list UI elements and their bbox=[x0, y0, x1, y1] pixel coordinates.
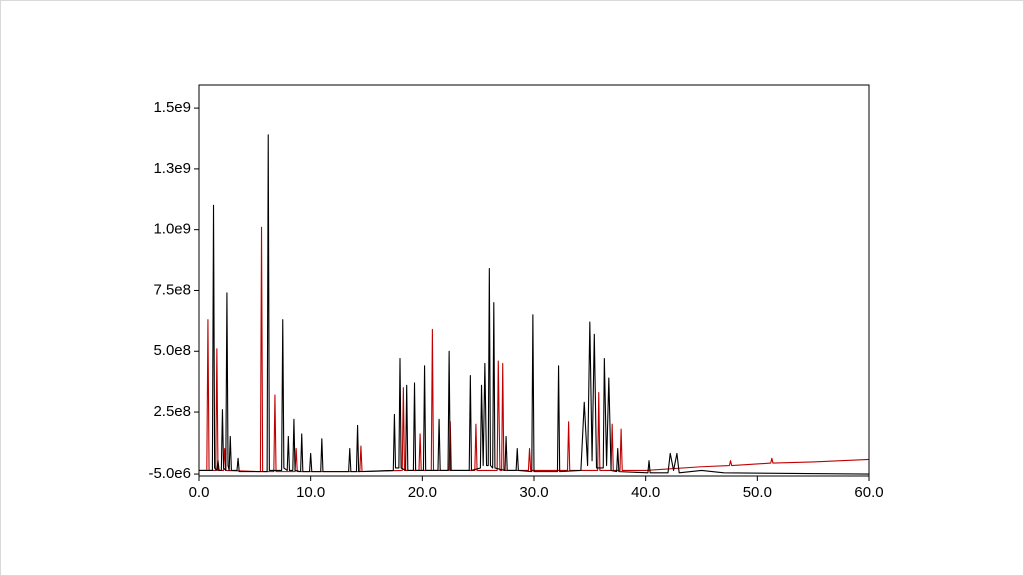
y-tick-label: 2.5e8 bbox=[153, 403, 191, 420]
y-tick-label: -5.0e6 bbox=[148, 465, 191, 482]
x-tick-label: 30.0 bbox=[519, 484, 548, 501]
x-tick-label: 0.0 bbox=[189, 484, 210, 501]
y-tick-label: 7.5e8 bbox=[153, 281, 191, 298]
y-tick-label: 1.5e9 bbox=[153, 99, 191, 116]
x-tick-label: 10.0 bbox=[296, 484, 325, 501]
x-tick-label: 40.0 bbox=[631, 484, 660, 501]
series-line bbox=[199, 134, 870, 475]
x-tick-label: 50.0 bbox=[743, 484, 772, 501]
y-tick-label: 1.0e9 bbox=[153, 221, 191, 238]
y-tick-label: 1.3e9 bbox=[153, 160, 191, 177]
x-tick-label: 20.0 bbox=[408, 484, 437, 501]
plot-area bbox=[199, 134, 870, 475]
y-tick-label: 5.0e8 bbox=[153, 342, 191, 359]
x-tick-label: 60.0 bbox=[854, 484, 883, 501]
